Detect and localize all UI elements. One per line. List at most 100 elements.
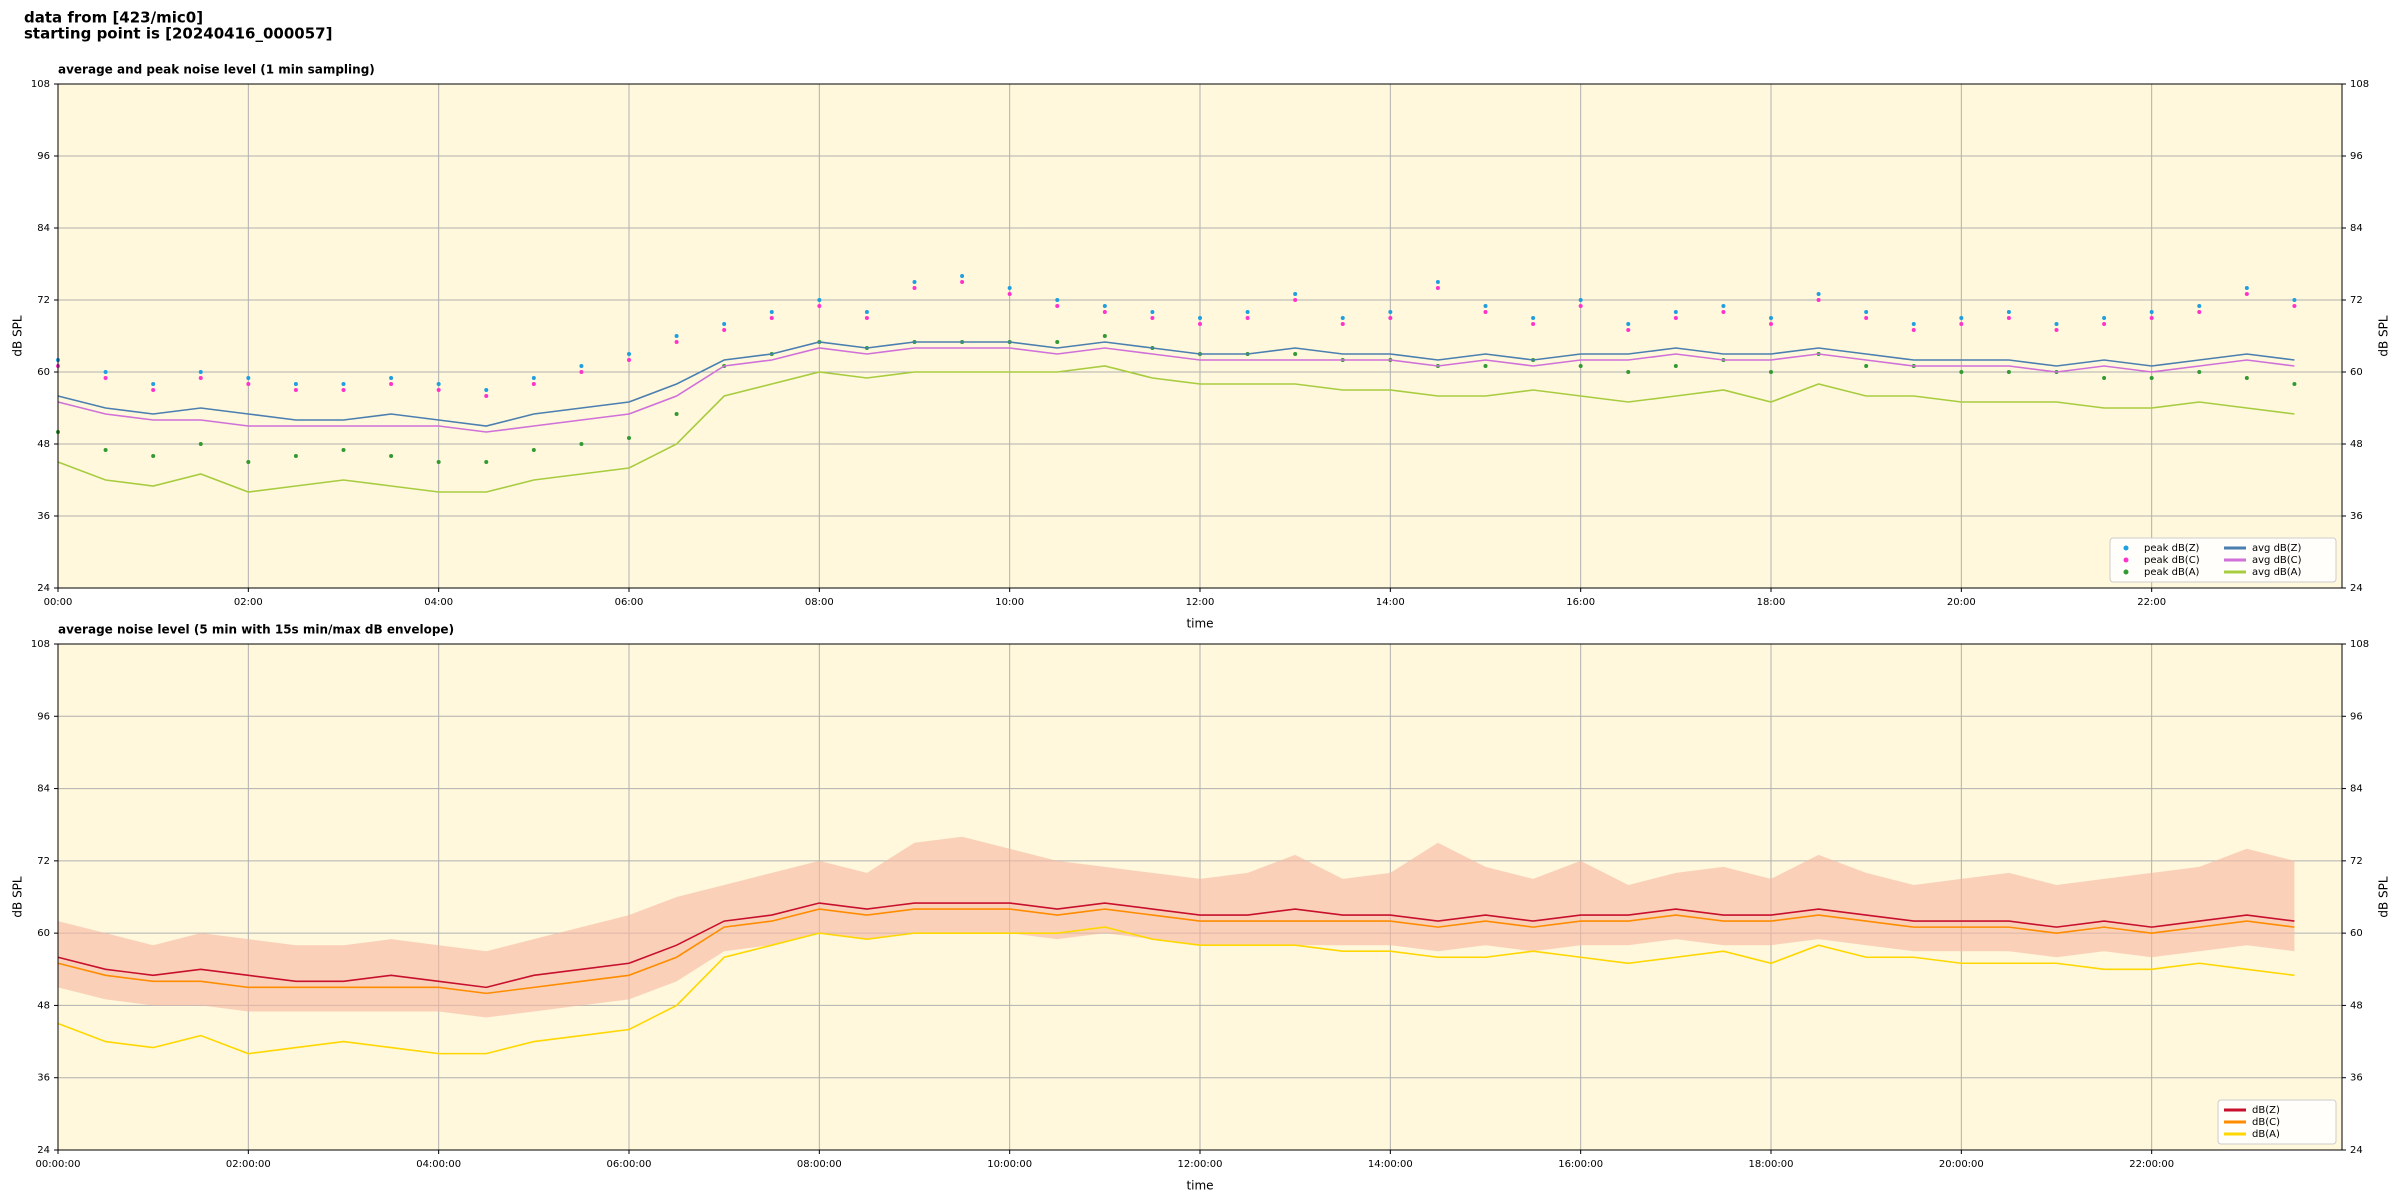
peak-dot [531,382,536,386]
peak-dot [198,442,203,446]
peak-dot [1388,316,1393,320]
peak-dot [389,454,394,458]
x-tick-label: 18:00:00 [1749,1159,1794,1170]
peak-dot [151,454,156,458]
peak-dot [1864,310,1869,314]
peak-dot [531,448,536,452]
peak-dot [1864,316,1869,320]
y-tick-label: 108 [2350,639,2369,650]
x-tick-label: 22:00:00 [2129,1159,2174,1170]
legend-marker [2123,557,2129,563]
peak-dot [1007,286,1012,290]
series-line [57,365,2295,493]
x-tick-label: 12:00:00 [1178,1159,1223,1170]
x-tick-label: 14:00 [1376,597,1405,608]
peak-dot [1911,328,1916,332]
series-line [57,341,2295,427]
peak-dot [2102,376,2107,380]
peak-dot [1293,352,1298,356]
y-tick-label: 60 [2350,928,2363,939]
peak-dot [1055,340,1060,344]
header-line: data from [423/mic0] [24,9,203,27]
peak-dot [2102,322,2107,326]
peak-dot [293,382,298,386]
peak-dot [1864,364,1869,368]
peak-dot [1911,322,1916,326]
peak-dot [2054,328,2059,332]
y-tick-label: 24 [2350,1145,2363,1156]
peak-dot [1293,292,1298,296]
peak-dot [1578,304,1583,308]
peak-dot [1007,292,1012,296]
peak-dot [1673,316,1678,320]
legend-label: dB(C) [2252,1117,2280,1128]
y-tick-label: 108 [31,639,50,650]
legend-box [2217,1099,2337,1145]
peak-dot [1150,310,1155,314]
peak-dot [1959,316,1964,320]
y-axis-label: dB SPL [2377,315,2391,357]
series-line [57,902,2295,989]
peak-dot [1102,304,1107,308]
y-tick-label: 84 [37,223,50,234]
x-tick-label: 22:00 [2137,597,2166,608]
legend-marker [2123,569,2129,575]
x-tick-label: 10:00:00 [987,1159,1032,1170]
x-tick-label: 06:00:00 [607,1159,652,1170]
peak-dot [579,442,584,446]
peak-dot [1102,334,1107,338]
legend-label: dB(Z) [2252,1105,2280,1116]
x-axis-label: time [1186,617,1213,631]
x-axis-label: time [1186,1179,1213,1193]
y-tick-label: 24 [2350,583,2363,594]
peak-dot [1388,310,1393,314]
y-tick-label: 96 [2350,151,2363,162]
series-line [57,926,2295,1055]
plot-frame [57,643,2343,1151]
y-axis-label: dB SPL [11,315,25,357]
x-tick-label: 02:00 [234,597,263,608]
peak-dot [722,322,727,326]
x-tick-label: 06:00 [615,597,644,608]
x-tick-label: 00:00 [44,597,73,608]
y-tick-label: 24 [37,583,50,594]
peak-dot [2197,370,2202,374]
peak-dot [2244,292,2249,296]
y-tick-label: 60 [37,928,50,939]
peak-dot [2149,310,2154,314]
y-tick-label: 84 [37,784,50,795]
peak-dot [1055,304,1060,308]
peak-dot [341,448,346,452]
peak-dot [1245,310,1250,314]
peak-dot [912,286,917,290]
peak-dot [246,382,251,386]
peak-dot [198,376,203,380]
peak-dot [293,454,298,458]
peak-dot [436,460,441,464]
peak-dot [341,388,346,392]
x-tick-label: 04:00:00 [416,1159,461,1170]
y-tick-label: 36 [37,511,50,522]
y-tick-label: 96 [37,711,50,722]
series-line [57,347,2295,433]
peak-dot [1340,322,1345,326]
peak-dot [769,310,774,314]
x-tick-label: 08:00:00 [797,1159,842,1170]
peak-dot [1626,328,1631,332]
peak-dot [674,412,679,416]
series-line [57,908,2295,995]
peak-dot [1673,364,1678,368]
peak-dot [1816,292,1821,296]
peak-dot [960,280,965,284]
peak-dot [1150,316,1155,320]
x-tick-label: 00:00:00 [36,1159,81,1170]
peak-dot [246,460,251,464]
legend-label: avg dB(C) [2252,555,2302,566]
peak-dot [2006,370,2011,374]
peak-dot [436,388,441,392]
peak-dot [674,334,679,338]
y-tick-label: 72 [37,856,50,867]
peak-dot [341,382,346,386]
